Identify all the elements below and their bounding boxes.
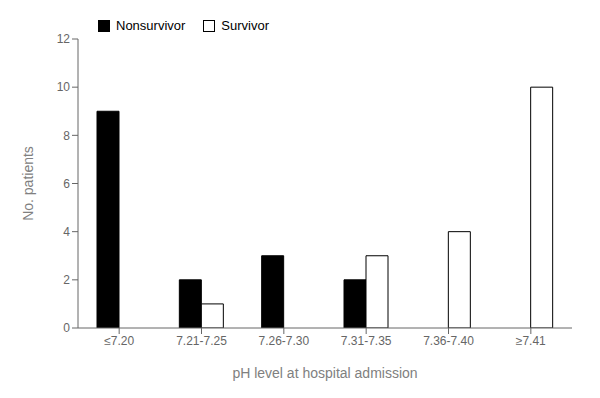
svg-text:6: 6 [63, 177, 70, 191]
svg-text:7.31-7.35: 7.31-7.35 [341, 334, 392, 348]
svg-text:0: 0 [63, 321, 70, 335]
svg-text:≤7.20: ≤7.20 [104, 334, 134, 348]
svg-text:2: 2 [63, 273, 70, 287]
svg-text:10: 10 [57, 80, 71, 94]
svg-text:7.36-7.40: 7.36-7.40 [423, 334, 474, 348]
svg-text:≥7.41: ≥7.41 [516, 334, 546, 348]
svg-text:No. patients: No. patients [20, 146, 36, 221]
svg-text:4: 4 [63, 225, 70, 239]
svg-text:pH level at hospital admission: pH level at hospital admission [232, 365, 417, 381]
html-text:Nonsurvivor: Nonsurvivor [116, 18, 186, 33]
svg-text:12: 12 [57, 32, 71, 46]
svg-text:7.21-7.25: 7.21-7.25 [176, 334, 227, 348]
svg-text:7.26-7.30: 7.26-7.30 [258, 334, 309, 348]
svg-text:8: 8 [63, 129, 70, 143]
html-text:Survivor: Survivor [221, 18, 269, 33]
